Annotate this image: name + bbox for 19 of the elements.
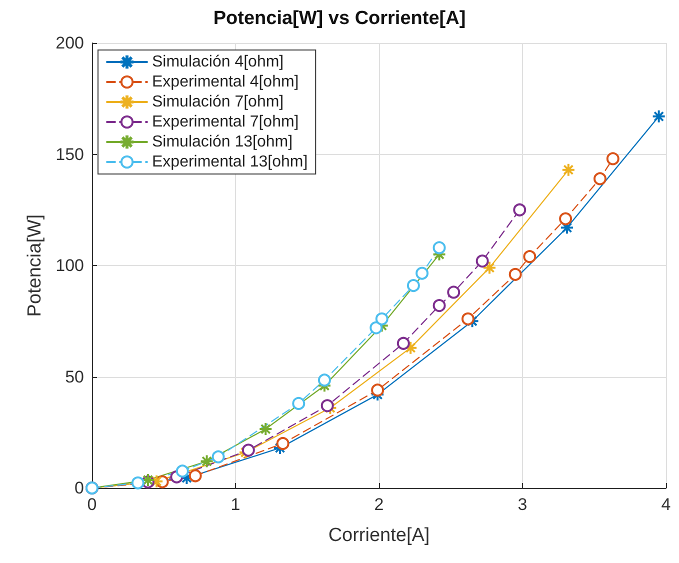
x-tick-label: 0 [87,495,97,514]
y-tick-label: 0 [74,478,84,498]
legend-label: Experimental 4[ohm] [152,74,299,90]
y-axis-title: Potencia[W] [24,214,46,317]
x-tick-label: 1 [230,495,240,514]
legend-label: Simulación 13[ohm] [152,134,293,150]
legend-label: Experimental 13[ohm] [152,154,308,170]
legend-label: Simulación 4[ohm] [152,54,284,70]
y-tick-label: 100 [56,256,84,275]
x-tick-label: 2 [374,495,384,514]
legend-label: Simulación 7[ohm] [152,94,284,110]
chart-title: Potencia[W] vs Corriente[A] [213,8,466,29]
y-tick-label: 50 [65,367,84,386]
y-tick-label: 150 [56,144,84,164]
x-tick-label: 3 [518,495,528,514]
legend-label: Experimental 7[ohm] [152,114,299,130]
y-tick-label: 200 [56,34,84,52]
x-axis-title: Corriente[A] [328,525,430,546]
x-tick-label: 4 [661,495,671,514]
